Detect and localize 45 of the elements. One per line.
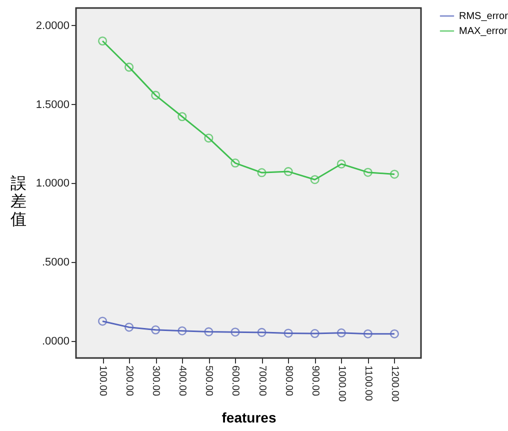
point (363, 168, 372, 177)
point (390, 170, 399, 179)
y-tick-label: 1.5000 (36, 98, 70, 111)
x-tick-label: 100.00 (97, 366, 108, 397)
point (204, 134, 214, 143)
point (124, 62, 134, 72)
point (310, 175, 320, 184)
point (390, 329, 399, 338)
x-tick-label: 800.00 (282, 366, 294, 397)
point (336, 328, 346, 338)
point (230, 328, 240, 337)
point (310, 329, 320, 338)
y-tick-label: .5000 (42, 256, 70, 269)
point (284, 328, 293, 338)
x-tick-label: 200.00 (124, 366, 135, 397)
y-tick-label: .0000 (42, 336, 70, 348)
point (230, 158, 240, 168)
y-axis-title: 誤差值 (10, 174, 26, 228)
legend-label: RMS_error (459, 11, 508, 22)
point (363, 329, 372, 338)
point (257, 328, 266, 337)
x-tick-label: 400.00 (176, 366, 188, 397)
x-tick-label: 300.00 (150, 366, 162, 397)
point (98, 36, 108, 46)
x-axis-title: features (222, 410, 276, 426)
point (178, 326, 187, 336)
point (151, 325, 160, 334)
x-tick-label: 1000.00 (336, 366, 347, 402)
x-tick-label: 1200.00 (388, 366, 400, 402)
y-tick-label: 1.0000 (36, 178, 70, 190)
x-tick-label: 600.00 (230, 366, 241, 397)
point (178, 112, 187, 122)
point (98, 316, 108, 326)
point (284, 167, 293, 176)
y-tick-label: 2.0000 (36, 20, 70, 32)
x-tick-label: 900.00 (309, 366, 320, 397)
point (124, 322, 134, 332)
point (336, 159, 346, 168)
legend-label: MAX_error (459, 26, 508, 37)
point (204, 327, 214, 336)
point (151, 90, 160, 100)
point (257, 168, 266, 178)
x-tick-label: 1100.00 (362, 366, 374, 402)
x-tick-label: 700.00 (256, 366, 268, 397)
x-tick-label: 500.00 (203, 366, 214, 397)
